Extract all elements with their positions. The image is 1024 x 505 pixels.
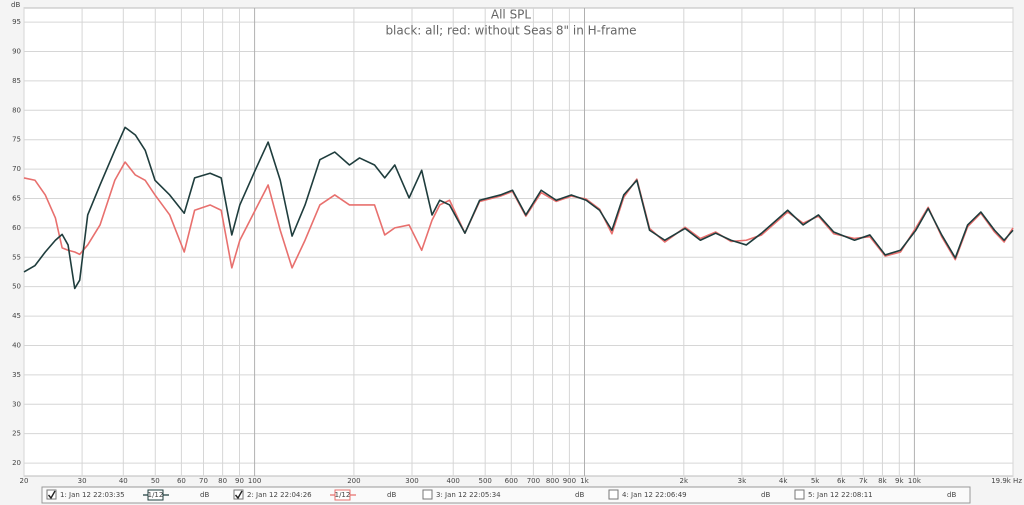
- grid: [23, 8, 1014, 476]
- chart-subtitle: black: all; red: without Seas 8" in H-fr…: [385, 24, 636, 38]
- x-tick-label: 6k: [837, 477, 846, 485]
- legend-checkbox: [233, 489, 244, 500]
- x-tick-label: 4k: [779, 477, 788, 485]
- legend-label: 3: Jan 12 22:05:34: [436, 491, 501, 499]
- y-tick-label: 95: [12, 18, 21, 26]
- x-tick-label: 1k: [580, 477, 589, 485]
- legend-checkbox: [422, 489, 433, 500]
- plot-area: [23, 7, 1014, 477]
- legend-unit: dB: [761, 491, 770, 499]
- y-tick-label: 20: [12, 459, 21, 467]
- x-tick-label: 700: [527, 477, 540, 485]
- x-tick-label: 30: [78, 477, 87, 485]
- x-tick-label: 100: [248, 477, 261, 485]
- chart-title: All SPL: [491, 8, 532, 22]
- x-tick-label: 19.9k Hz: [991, 477, 1022, 485]
- legend: 1: Jan 12 22:03:35 1/12 dB 2: Jan 12 22:04:…: [46, 489, 956, 501]
- x-tick-label: 200: [347, 477, 360, 485]
- x-tick-label: 400: [447, 477, 460, 485]
- x-tick-label: 10k: [908, 477, 922, 485]
- legend-check: [234, 490, 243, 500]
- y-axis-label: dB: [11, 1, 20, 9]
- y-tick-label: 80: [12, 106, 21, 114]
- y-tick-label: 75: [12, 136, 21, 144]
- y-tick-label: 50: [12, 283, 21, 291]
- y-tick-label: 30: [12, 400, 21, 408]
- legend-checkbox: [794, 489, 805, 500]
- legend-unit: dB: [575, 491, 584, 499]
- x-tick-label: 80: [218, 477, 227, 485]
- y-tick-label: 25: [12, 430, 21, 438]
- x-tick-label: 40: [119, 477, 128, 485]
- x-tick-label: 50: [151, 477, 160, 485]
- x-tick-label: 3k: [738, 477, 747, 485]
- legend-check: [47, 490, 56, 500]
- x-tick-label: 300: [405, 477, 418, 485]
- y-tick-label: 90: [12, 48, 21, 56]
- y-tick-label: 45: [12, 312, 21, 320]
- x-tick-label: 600: [505, 477, 518, 485]
- y-tick-label: 70: [12, 165, 21, 173]
- legend-checkbox: [608, 489, 619, 500]
- x-tick-label: 20: [20, 477, 29, 485]
- y-tick-label: 35: [12, 371, 21, 379]
- legend-smoothing: 1/12: [335, 491, 351, 499]
- y-tick-label: 40: [12, 341, 21, 349]
- x-tick-label: 60: [177, 477, 186, 485]
- legend-unit: dB: [387, 491, 396, 499]
- legend-label: 1: Jan 12 22:03:35: [60, 491, 125, 499]
- x-tick-label: 5k: [811, 477, 820, 485]
- legend-smoothing: 1/12: [148, 491, 164, 499]
- x-tick-label: 2k: [680, 477, 689, 485]
- legend-label: 5: Jan 12 22:08:11: [808, 491, 873, 499]
- x-tick-label: 500: [479, 477, 492, 485]
- y-tick-label: 65: [12, 194, 21, 202]
- legend-checkbox: [46, 489, 57, 500]
- legend-smoothing-box: [147, 489, 164, 501]
- legend-unit: dB: [200, 491, 209, 499]
- legend-smoothing-box: [334, 489, 351, 501]
- x-tick-label: 7k: [859, 477, 868, 485]
- legend-bar: [41, 486, 971, 504]
- legend-unit: dB: [947, 491, 956, 499]
- x-tick-label: 70: [199, 477, 208, 485]
- y-tick-label: 60: [12, 224, 21, 232]
- legend-label: 2: Jan 12 22:04:26: [247, 491, 312, 499]
- legend-label: 4: Jan 12 22:06:49: [622, 491, 687, 499]
- x-tick-label: 9k: [895, 477, 904, 485]
- x-tick-label: 90: [235, 477, 244, 485]
- curves: [23, 126, 1014, 290]
- y-tick-label: 85: [12, 77, 21, 85]
- spl-curve: [23, 126, 1014, 290]
- x-tick-label: 800: [546, 477, 559, 485]
- x-tick-label: 8k: [878, 477, 887, 485]
- x-tick-label: 900: [563, 477, 576, 485]
- y-tick-label: 55: [12, 253, 21, 261]
